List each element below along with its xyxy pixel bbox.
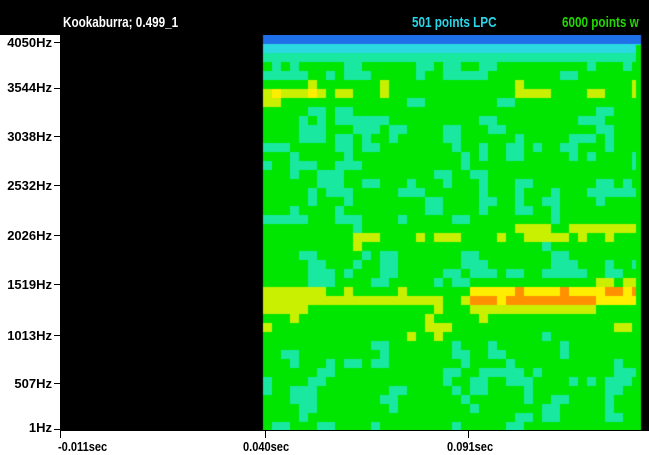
y-tick bbox=[54, 383, 60, 384]
y-label-1013: 1013Hz bbox=[7, 328, 52, 343]
y-tick bbox=[54, 185, 60, 186]
y-tick bbox=[54, 42, 60, 43]
x-tick bbox=[265, 430, 266, 438]
y-tick bbox=[54, 88, 60, 89]
window-title: Kookaburra; 0.499_1 bbox=[63, 14, 179, 31]
x-tick bbox=[468, 430, 469, 438]
x-label-end: 0.091sec bbox=[447, 439, 494, 454]
y-tick bbox=[54, 335, 60, 336]
y-label-3544: 3544Hz bbox=[7, 80, 52, 95]
y-tick bbox=[54, 136, 60, 137]
title-bar: Kookaburra; 0.499_1 501 points LPC 6000 … bbox=[0, 0, 649, 35]
time-axis: -0.011sec 0.040sec 0.091sec bbox=[0, 430, 649, 455]
y-tick bbox=[54, 235, 60, 236]
x-label-start: -0.011sec bbox=[58, 439, 108, 454]
y-label-4050: 4050Hz bbox=[7, 35, 52, 50]
frequency-axis: 4050Hz 3544Hz 3038Hz 2532Hz 2026Hz 1519H… bbox=[0, 35, 60, 435]
y-label-1519: 1519Hz bbox=[7, 277, 52, 292]
y-label-1: 1Hz bbox=[28, 420, 52, 435]
y-label-2532: 2532Hz bbox=[7, 178, 52, 193]
x-axis-line bbox=[60, 430, 649, 431]
spectrogram-canvas[interactable] bbox=[60, 35, 649, 430]
x-tick bbox=[60, 430, 61, 438]
spectrogram-plot[interactable] bbox=[60, 35, 649, 430]
y-label-507: 507Hz bbox=[14, 376, 52, 391]
y-label-2026: 2026Hz bbox=[7, 228, 52, 243]
y-tick bbox=[54, 429, 60, 430]
y-label-3038: 3038Hz bbox=[7, 129, 52, 144]
y-tick bbox=[54, 284, 60, 285]
fft-points-label: 6000 points w bbox=[562, 14, 639, 31]
x-label-middle: 0.040sec bbox=[243, 439, 290, 454]
lpc-points-label: 501 points LPC bbox=[412, 14, 497, 31]
